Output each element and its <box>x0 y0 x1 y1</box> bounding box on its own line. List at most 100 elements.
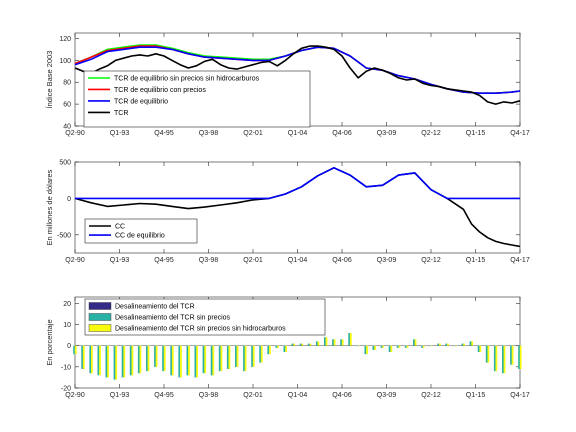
legend-label: TCR de equilibrio <box>114 98 168 105</box>
bar <box>137 345 140 374</box>
y-tick-label: 10 <box>63 322 71 329</box>
x-tick-label: Q1-93 <box>110 392 130 399</box>
x-tick-label: Q1-93 <box>110 130 130 137</box>
legend-label: TCR <box>114 110 128 117</box>
y-axis-label: En porcentaje <box>45 319 54 365</box>
bar <box>210 345 213 376</box>
x-tick-label: Q2-90 <box>65 257 85 264</box>
bar <box>251 345 254 367</box>
x-tick-label: Q1-93 <box>110 257 130 264</box>
bar <box>510 345 513 365</box>
bar <box>341 339 344 346</box>
x-tick-label: Q2-90 <box>65 392 85 399</box>
x-tick-label: Q3-09 <box>377 130 397 137</box>
bar <box>518 345 521 369</box>
bar <box>123 345 126 378</box>
bar <box>301 343 304 346</box>
bar <box>277 345 279 348</box>
x-tick-label: Q3-98 <box>199 392 219 399</box>
bar <box>139 345 142 374</box>
bar <box>235 345 237 367</box>
y-tick-label: 500 <box>59 160 71 167</box>
bar <box>226 345 229 369</box>
bar <box>154 345 157 367</box>
x-tick-label: Q4-95 <box>154 130 174 137</box>
bar <box>349 333 352 346</box>
y-tick-label: 0 <box>67 196 71 203</box>
bar <box>244 345 247 372</box>
bar <box>325 337 328 346</box>
bar <box>105 345 108 378</box>
x-tick-label: Q1-15 <box>466 257 486 264</box>
x-tick-label: Q4-17 <box>510 130 530 137</box>
bar <box>212 345 215 376</box>
bar <box>202 345 205 374</box>
x-tick-label: Q1-15 <box>466 130 486 137</box>
legend-label: Desalineamiento del TCR sin precios <box>115 315 231 322</box>
x-tick-label: Q2-01 <box>243 130 263 137</box>
x-tick-label: Q3-09 <box>377 257 397 264</box>
x-tick-label: Q3-09 <box>377 392 397 399</box>
x-tick-label: Q4-17 <box>510 257 530 264</box>
legend-swatch <box>88 324 112 332</box>
bar <box>74 345 77 355</box>
bar <box>348 333 351 346</box>
bar <box>89 345 92 374</box>
x-tick-label: Q2-01 <box>243 392 263 399</box>
bar <box>194 345 197 378</box>
series-line-4 <box>74 45 521 105</box>
bar <box>471 341 474 346</box>
bar <box>252 345 255 367</box>
legend-swatch <box>88 313 112 321</box>
x-tick-label: Q4-06 <box>332 130 352 137</box>
bar <box>163 345 166 372</box>
chart-panel-1: 40 60 80 100 120 Q2-90 Q1-93 Q4-95 Q3-98 Q2-01 Q1-… <box>45 32 530 137</box>
bar <box>81 345 84 369</box>
bar <box>453 345 456 347</box>
x-tick-label: Q4-06 <box>332 392 352 399</box>
bar <box>291 343 294 346</box>
x-tick-label: Q2-12 <box>421 130 441 137</box>
y-tick-label: -10 <box>61 364 71 371</box>
x-tick-label: Q1-15 <box>466 392 486 399</box>
legend-swatch <box>88 302 112 310</box>
bar <box>220 345 223 372</box>
bar <box>333 339 336 346</box>
legend-label: Desalineamiento del TCR <box>115 304 195 311</box>
bar <box>260 345 263 363</box>
bar <box>390 345 393 352</box>
bar <box>382 345 385 348</box>
bar <box>445 343 448 346</box>
bar <box>99 345 101 376</box>
x-tick-label: Q2-12 <box>421 392 441 399</box>
bar <box>146 345 148 372</box>
bar <box>414 339 417 346</box>
bar <box>404 345 407 348</box>
x-tick-label: Q1-04 <box>288 130 308 137</box>
bar <box>463 343 465 346</box>
bar <box>317 341 320 346</box>
legend: TCR de equilibrio sin precios sin hidroc… <box>83 70 311 128</box>
bar <box>267 345 270 355</box>
chart-panel-2: -500 0 500 Q2-90 Q1-93 Q4-95 Q3-98 Q2-01 Q1-04 Q4… <box>45 160 530 265</box>
bar <box>188 345 190 376</box>
bar <box>204 345 207 374</box>
bar <box>421 345 424 348</box>
bar <box>461 343 464 346</box>
bar <box>186 345 189 376</box>
bar <box>388 345 391 352</box>
bar <box>429 345 432 347</box>
bar <box>396 345 399 348</box>
bar <box>82 345 85 369</box>
chart-panel-3: -20 -10 0 10 20 Q2-90 Q1-93 Q4-95 Q3-98 Q2-01 Q1-0… <box>45 296 530 399</box>
bar <box>469 341 472 346</box>
bar <box>162 345 165 372</box>
bar <box>438 343 441 346</box>
bar <box>503 345 506 374</box>
bar <box>285 345 287 352</box>
x-tick-label: Q3-98 <box>199 130 219 137</box>
legend-label: TCR de equilibrio con precios <box>114 87 206 94</box>
y-tick-label: 80 <box>63 80 71 87</box>
